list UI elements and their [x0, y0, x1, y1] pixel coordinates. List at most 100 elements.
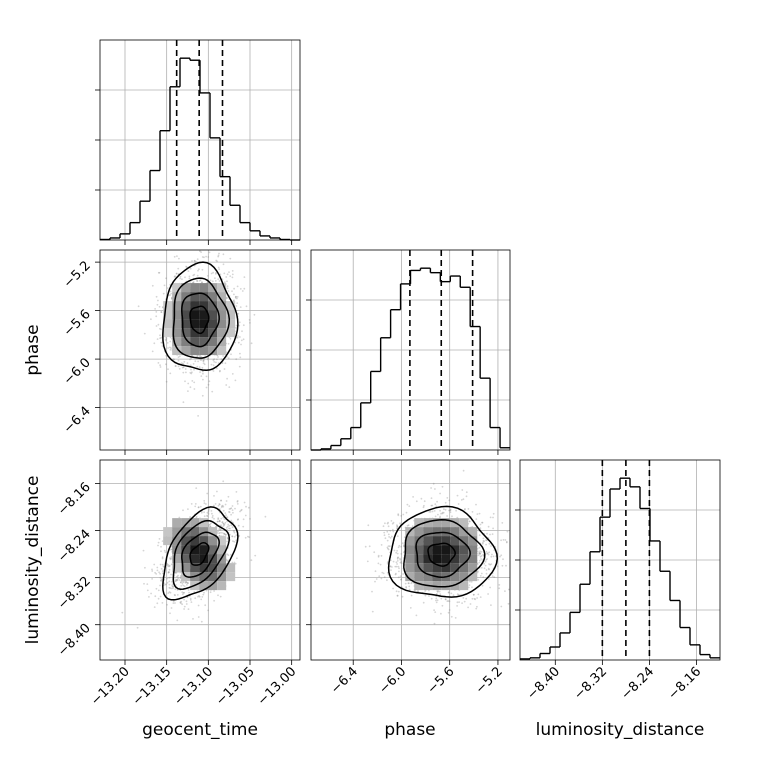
scatter-point [155, 311, 157, 313]
scatter-point [150, 593, 152, 595]
scatter-point [489, 543, 491, 545]
scatter-point [398, 567, 400, 569]
scatter-point [486, 533, 488, 535]
scatter-point [182, 583, 184, 585]
scatter-point [200, 599, 202, 601]
scatter-point [166, 604, 168, 606]
scatter-point [249, 518, 251, 520]
scatter-point [398, 571, 400, 573]
scatter-point [505, 565, 507, 567]
scatter-point [430, 511, 432, 513]
scatter-point [182, 581, 184, 583]
scatter-point [230, 524, 232, 526]
scatter-point [216, 359, 218, 361]
density-cell [414, 536, 423, 545]
scatter-point [464, 601, 466, 603]
scatter-point [170, 556, 172, 558]
scatter-point [208, 525, 210, 527]
x-tick-label-geocent_time-2: −13.10 [172, 664, 217, 709]
scatter-point [384, 522, 386, 524]
y-tick-label-phase-0: −6.4 [61, 404, 94, 437]
scatter-point [229, 275, 231, 277]
scatter-point [222, 480, 224, 482]
scatter-point [400, 553, 402, 555]
scatter-point [449, 609, 451, 611]
scatter-point [210, 280, 212, 282]
scatter-point [442, 486, 444, 488]
scatter-point [475, 608, 477, 610]
scatter-point [158, 598, 160, 600]
scatter-point [237, 335, 239, 337]
scatter-point [195, 503, 197, 505]
scatter-point [228, 357, 230, 359]
scatter-point [237, 519, 239, 521]
scatter-point [173, 600, 175, 602]
scatter-point [155, 315, 157, 317]
scatter-point [479, 513, 481, 515]
scatter-point [174, 594, 176, 596]
scatter-point [397, 535, 399, 537]
density-cell [208, 572, 217, 581]
scatter-point [451, 515, 453, 517]
scatter-point [482, 522, 484, 524]
density-cell [414, 527, 423, 536]
density-cell [423, 563, 432, 572]
scatter-point [177, 577, 179, 579]
scatter-point [166, 381, 168, 383]
scatter-point [205, 256, 207, 258]
density-cell [163, 328, 172, 337]
scatter-point [448, 612, 450, 614]
scatter-point [217, 531, 219, 533]
scatter-point [488, 526, 490, 528]
scatter-point [121, 612, 123, 614]
y-axis-label-luminosity_distance: luminosity_distance [23, 476, 43, 645]
scatter-point [475, 518, 477, 520]
scatter-point [397, 595, 399, 597]
scatter-point [489, 534, 491, 536]
scatter-point [380, 564, 382, 566]
scatter-point [424, 500, 426, 502]
scatter-point [197, 361, 199, 363]
density-cell [190, 283, 199, 292]
scatter-point [400, 546, 402, 548]
scatter-point [202, 395, 204, 397]
scatter-point [395, 552, 397, 554]
scatter-point [242, 526, 244, 528]
scatter-point [213, 358, 215, 360]
scatter-point [221, 506, 223, 508]
scatter-point [154, 606, 156, 608]
density-cell [405, 563, 414, 572]
scatter-point [498, 587, 500, 589]
scatter-point [405, 583, 407, 585]
scatter-point [237, 296, 239, 298]
scatter-point [181, 603, 183, 605]
density-cell [199, 346, 208, 355]
scatter-point [479, 534, 481, 536]
density-cell [450, 572, 459, 581]
scatter-point [455, 617, 457, 619]
scatter-point [461, 489, 463, 491]
scatter-point [242, 290, 244, 292]
scatter-point [210, 523, 212, 525]
scatter-point [146, 583, 148, 585]
scatter-point [235, 296, 237, 298]
scatter-point [482, 576, 484, 578]
scatter-point [245, 537, 247, 539]
scatter-point [393, 561, 395, 563]
scatter-point [167, 368, 169, 370]
scatter-point [213, 518, 215, 520]
scatter-point [470, 603, 472, 605]
scatter-point [464, 508, 466, 510]
scatter-point [378, 556, 380, 558]
scatter-point [183, 401, 185, 403]
scatter-point [156, 567, 158, 569]
scatter-point [231, 535, 233, 537]
scatter-point [508, 603, 510, 605]
density-cell [405, 545, 414, 554]
scatter-point [186, 603, 188, 605]
scatter-point [233, 541, 235, 543]
density-cell [441, 545, 450, 554]
scatter-point [190, 358, 192, 360]
scatter-point [213, 495, 215, 497]
scatter-point [439, 591, 441, 593]
